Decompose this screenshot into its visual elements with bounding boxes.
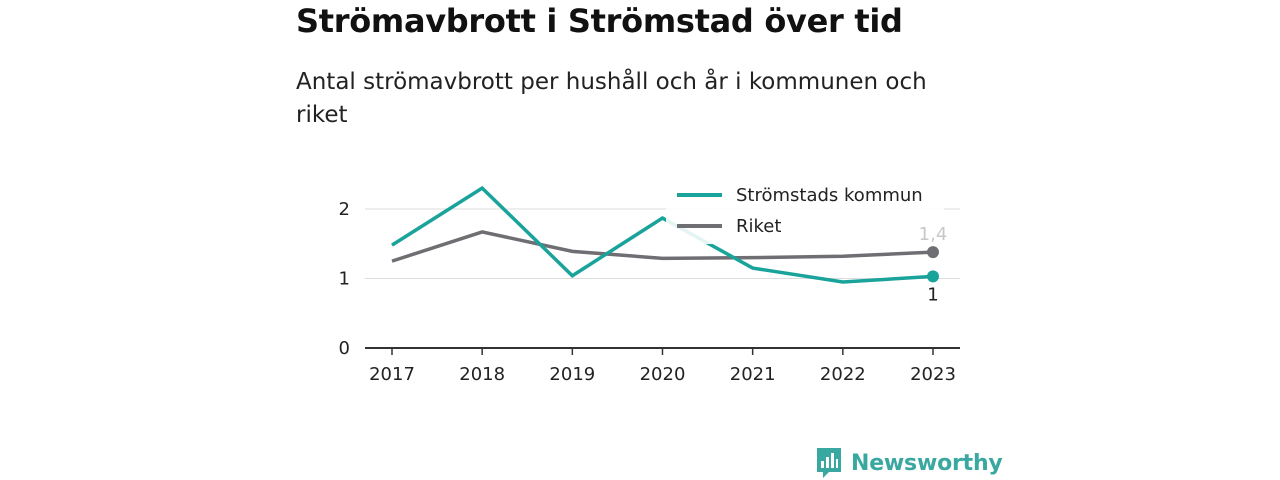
x-tick-label: 2017 [369, 364, 415, 385]
x-tick-label: 2018 [459, 364, 505, 385]
chart-subtitle: Antal strömavbrott per hushåll och år i … [296, 69, 927, 128]
end-value-label: 1,4 [919, 224, 948, 245]
line-chart: 0 1 2 2017 2018 2019 2020 2021 2022 2023 Strömst… [338, 180, 960, 385]
end-point-marker [927, 246, 939, 259]
series-lines [391, 185, 934, 284]
x-tick-label: 2019 [549, 364, 595, 385]
y-tick-label: 0 [339, 338, 350, 359]
end-markers: 11,4 [919, 224, 948, 305]
brand-name: Newsworthy [851, 450, 1003, 476]
series-line-1 [391, 230, 934, 263]
legend-background [666, 180, 944, 244]
x-axis-ticks: 2017 2018 2019 2020 2021 2022 2023 [369, 348, 956, 385]
series-line-0 [391, 185, 934, 284]
chart-title: Strömavbrott i Strömstad över tid [296, 2, 903, 40]
x-tick-label: 2023 [910, 364, 956, 385]
newsworthy-logo-icon [817, 448, 841, 478]
y-tick-label: 2 [339, 199, 350, 220]
legend-label: Strömstads kommun [736, 185, 923, 206]
end-value-label: 1 [927, 284, 938, 305]
newsworthy-brand[interactable]: Newsworthy [815, 446, 1003, 480]
legend: Strömstads kommun Riket [666, 180, 944, 244]
y-tick-label: 1 [339, 269, 350, 290]
x-tick-label: 2020 [640, 364, 686, 385]
y-axis-ticks: 0 1 2 [339, 199, 350, 359]
legend-label: Riket [736, 216, 781, 237]
x-tick-label: 2022 [820, 364, 866, 385]
x-tick-label: 2021 [730, 364, 776, 385]
end-point-marker [927, 270, 939, 283]
